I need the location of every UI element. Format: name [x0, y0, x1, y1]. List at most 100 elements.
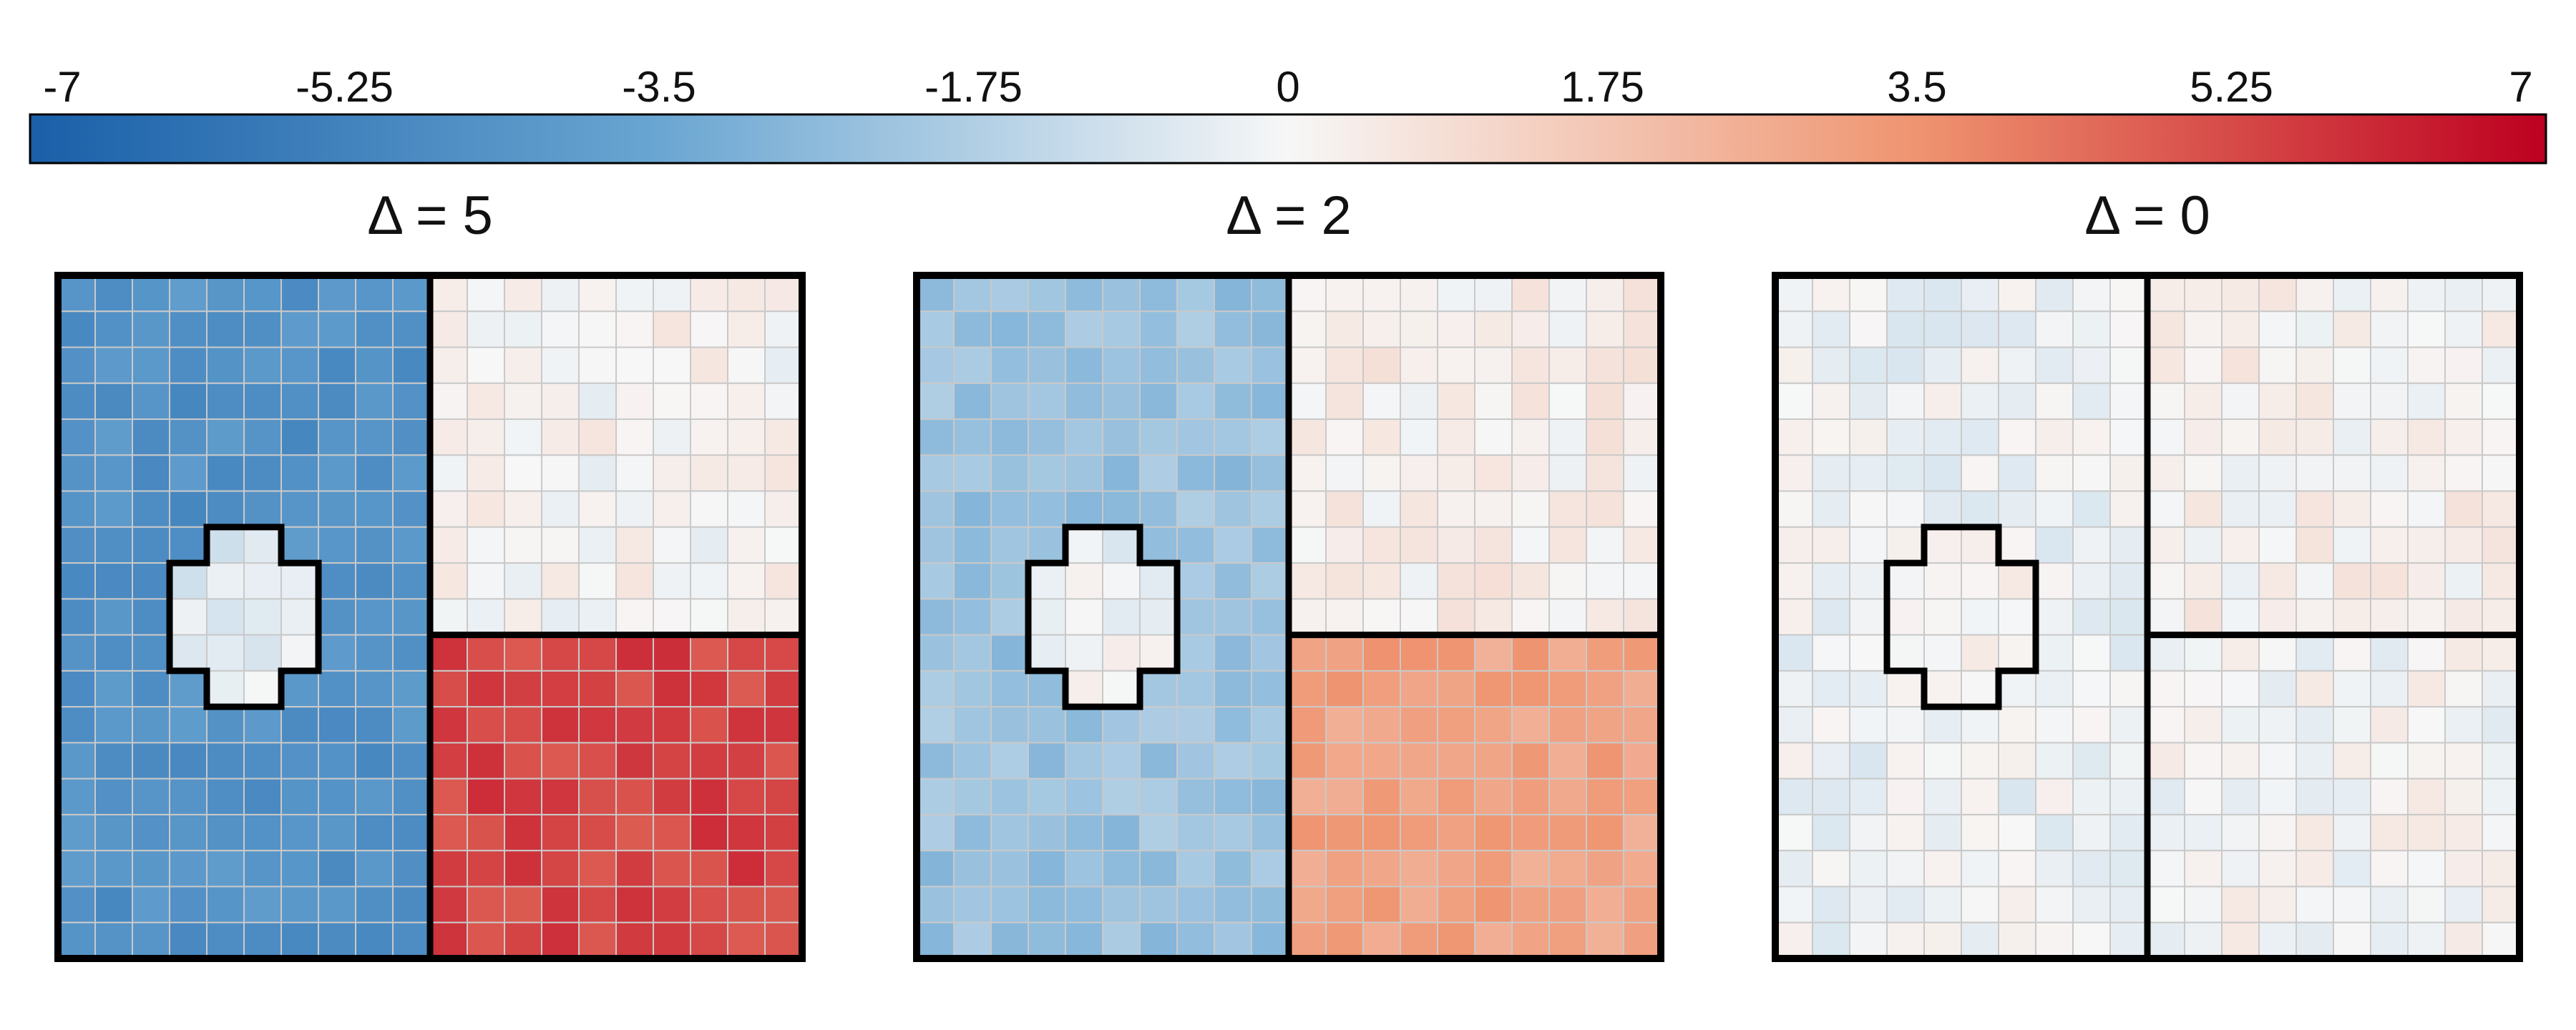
heatmap-cell: [318, 275, 356, 313]
heatmap-cell: [764, 454, 803, 492]
heatmap-cell: [2370, 310, 2409, 348]
heatmap-cell: [1102, 850, 1141, 888]
heatmap-cell: [1623, 562, 1662, 600]
heatmap-cell: [1961, 670, 1999, 708]
heatmap-cell: [1214, 813, 1252, 852]
heatmap-cell: [1474, 454, 1513, 492]
colorbar-tick-label: 7: [2509, 63, 2533, 111]
heatmap-cell: [467, 706, 505, 744]
heatmap-cell: [1812, 275, 1850, 313]
heatmap-cell: [392, 921, 431, 959]
heatmap-cell: [132, 813, 170, 852]
heatmap-cell: [1961, 454, 1999, 492]
heatmap-cell: [1251, 454, 1289, 492]
heatmap-cell: [916, 562, 955, 600]
heatmap-cell: [578, 706, 617, 744]
panel-border: [54, 272, 806, 962]
heatmap-cell: [1400, 490, 1438, 528]
heatmap-cell: [1474, 346, 1513, 384]
heatmap-cell: [2333, 418, 2371, 456]
heatmap-cell: [2258, 598, 2297, 636]
heatmap-cell: [1251, 598, 1289, 636]
heatmap-cell: [541, 598, 580, 636]
heatmap-cell: [504, 670, 542, 708]
heatmap-cell: [2184, 886, 2223, 923]
heatmap-cell: [2296, 813, 2334, 852]
heatmap-cell: [1325, 562, 1364, 600]
heatmap-cell: [1886, 310, 1925, 348]
heatmap-cell: [1961, 562, 1999, 600]
heatmap-cell: [1065, 921, 1103, 959]
heatmap-cell: [392, 346, 431, 384]
heatmap-cell: [1102, 382, 1141, 421]
heatmap-cell: [615, 275, 654, 313]
heatmap-cell: [429, 850, 468, 888]
heatmap-cell: [1923, 454, 1962, 492]
heatmap-cell: [1923, 346, 1962, 384]
heatmap-cell: [1998, 634, 2036, 672]
heatmap-cell: [1623, 670, 1662, 708]
heatmap-cell: [1028, 526, 1066, 564]
heatmap-cell: [2221, 850, 2260, 888]
heatmap-cell: [2407, 382, 2446, 421]
heatmap-cell: [132, 850, 170, 888]
heatmap-cell: [1775, 562, 1813, 600]
heatmap-cell: [1849, 850, 1888, 888]
heatmap-cell: [541, 706, 580, 744]
heatmap-cell: [355, 526, 394, 564]
heatmap-cell: [1437, 634, 1475, 672]
heatmap-cell: [1775, 598, 1813, 636]
heatmap-cell: [2444, 418, 2483, 456]
heatmap-cell: [1474, 382, 1513, 421]
heatmap-cell: [1139, 706, 1178, 744]
colorbar-tick-label: 5.25: [2190, 63, 2273, 111]
heatmap-cell: [727, 886, 766, 923]
heatmap-cell: [2035, 634, 2074, 672]
heatmap-cell: [243, 346, 282, 384]
heatmap-cell: [392, 310, 431, 348]
heatmap-cell: [2109, 598, 2148, 636]
heatmap-cell: [541, 850, 580, 888]
heatmap-cell: [653, 310, 691, 348]
heatmap-cell: [2147, 886, 2185, 923]
heatmap-cell: [990, 382, 1029, 421]
heatmap-cell: [1065, 742, 1103, 780]
heatmap-cell: [690, 850, 728, 888]
heatmap-cell: [1362, 634, 1401, 672]
heatmap-cell: [1548, 634, 1587, 672]
heatmap-cell: [1812, 706, 1850, 744]
heatmap-cell: [2035, 598, 2074, 636]
heatmap-cell: [206, 346, 245, 384]
heatmap-cell: [169, 706, 208, 744]
heatmap-cell: [1176, 886, 1215, 923]
heatmap-cell: [2482, 454, 2520, 492]
heatmap-cell: [504, 346, 542, 384]
heatmap-cell: [764, 562, 803, 600]
heatmap-cell: [764, 346, 803, 384]
heatmap-cell: [2035, 526, 2074, 564]
heatmap-cell: [1623, 598, 1662, 636]
heatmap-cell: [467, 346, 505, 384]
heatmap-cell: [1214, 850, 1252, 888]
heatmap-cell: [1288, 454, 1327, 492]
heatmap-cell: [429, 813, 468, 852]
heatmap-cell: [1886, 778, 1925, 815]
heatmap-cell: [2444, 886, 2483, 923]
heatmap-cell: [57, 670, 96, 708]
heatmap-cell: [1886, 346, 1925, 384]
heatmap-cell: [318, 886, 356, 923]
heatmap-cell: [1214, 526, 1252, 564]
heatmap-cell: [953, 850, 992, 888]
heatmap-cell: [2184, 275, 2223, 313]
heatmap-cell: [541, 634, 580, 672]
heatmap-cell: [541, 418, 580, 456]
heatmap-cell: [2444, 310, 2483, 348]
heatmap-cell: [1288, 634, 1327, 672]
heatmap-cell: [953, 886, 992, 923]
heatmap-cell: [2258, 706, 2297, 744]
heatmap-cell: [2444, 562, 2483, 600]
heatmap-cell: [2221, 490, 2260, 528]
heatmap-cell: [578, 670, 617, 708]
heatmap-cell: [2147, 275, 2185, 313]
heatmap-cell: [1325, 454, 1364, 492]
